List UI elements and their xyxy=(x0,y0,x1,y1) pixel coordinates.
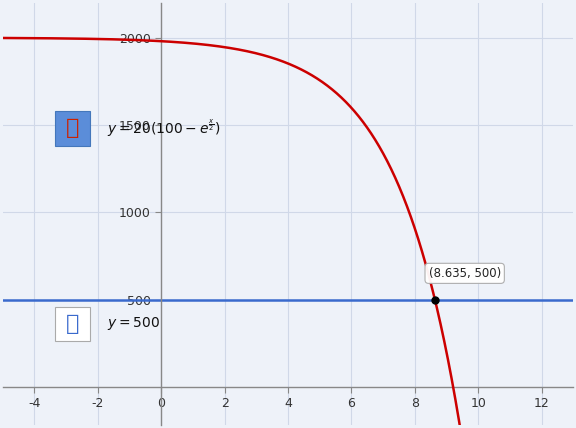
Text: Ⓝ: Ⓝ xyxy=(66,119,79,139)
Text: $y = 500$: $y = 500$ xyxy=(107,315,160,333)
Text: (8.635, 500): (8.635, 500) xyxy=(429,267,501,280)
Text: Ⓝ: Ⓝ xyxy=(66,314,79,334)
FancyBboxPatch shape xyxy=(55,306,90,342)
FancyBboxPatch shape xyxy=(55,111,90,146)
Text: $y = 20\left(100 - e^{\frac{x}{2}}\right)$: $y = 20\left(100 - e^{\frac{x}{2}}\right… xyxy=(107,118,221,139)
